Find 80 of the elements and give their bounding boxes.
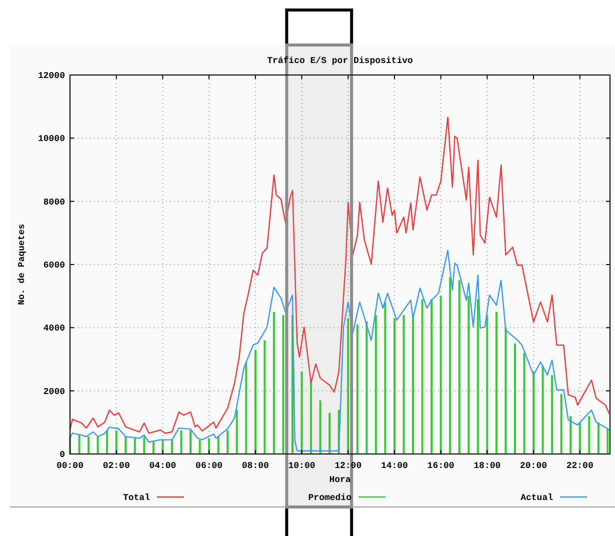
x-tick-label: 14:00	[380, 461, 408, 471]
bar	[356, 324, 358, 454]
x-tick-label: 16:00	[427, 461, 454, 471]
bar	[106, 430, 108, 454]
y-axis-title: No. de Paquetes	[17, 224, 27, 306]
bar	[319, 400, 322, 454]
bar	[523, 352, 526, 454]
bar	[570, 416, 572, 454]
x-tick-label: 20:00	[520, 461, 548, 471]
x-tick-label: 10:00	[288, 461, 316, 471]
bar	[551, 375, 554, 454]
bar	[458, 280, 460, 454]
line-series	[69, 116, 611, 434]
y-tick-label: 6000	[43, 260, 65, 270]
bar	[190, 430, 192, 454]
bar	[476, 299, 479, 454]
bar	[96, 436, 99, 454]
bar	[236, 410, 238, 454]
x-tick-label: 06:00	[196, 461, 223, 471]
bar	[217, 436, 220, 454]
bar	[152, 441, 154, 454]
bar	[449, 277, 452, 454]
bar	[282, 315, 284, 454]
bar	[440, 296, 442, 454]
bar	[170, 440, 173, 454]
line-series	[69, 250, 611, 452]
bar	[180, 430, 182, 454]
bar	[532, 372, 535, 454]
bar	[374, 315, 377, 454]
bar	[504, 328, 507, 454]
x-tick-label: 18:00	[474, 461, 501, 471]
bar	[430, 299, 433, 454]
bar	[88, 436, 90, 454]
bar	[134, 438, 136, 454]
y-tick-label: 12000	[38, 71, 65, 81]
y-tick-label: 4000	[43, 324, 65, 334]
bar	[78, 435, 80, 454]
chart-title: Tráfico E/S por Dispositivo	[267, 56, 413, 66]
y-tick-label: 10000	[38, 134, 65, 144]
bar	[606, 428, 609, 454]
bar	[245, 362, 248, 454]
x-tick-label: 00:00	[56, 461, 84, 471]
bar	[347, 318, 350, 454]
bar	[560, 394, 562, 454]
legend-label: Total	[122, 493, 151, 503]
bar	[588, 416, 590, 454]
bar	[578, 422, 581, 454]
bar	[412, 315, 414, 454]
x-tick-label: 22:00	[566, 461, 594, 471]
y-tick-label: 0	[60, 450, 65, 460]
bar	[143, 436, 146, 454]
bar	[402, 315, 405, 454]
bar	[384, 302, 386, 454]
legend-label: Promedio	[308, 493, 352, 503]
bar	[542, 366, 544, 454]
bar	[226, 430, 229, 454]
y-tick-label: 2000	[43, 386, 65, 397]
x-tick-label: 12:00	[334, 461, 362, 471]
x-axis-title: Hora	[329, 475, 352, 485]
bar	[495, 312, 498, 454]
x-tick-label: 08:00	[242, 461, 269, 471]
bar	[254, 350, 256, 454]
bar	[597, 422, 600, 454]
bar	[272, 312, 275, 454]
bar	[328, 412, 331, 454]
bar	[468, 296, 470, 454]
bar	[421, 299, 424, 454]
y-tick-label: 8000	[43, 197, 65, 208]
bar	[486, 315, 488, 454]
bar	[300, 372, 303, 454]
bar	[310, 378, 312, 454]
x-tick-label: 02:00	[102, 461, 130, 471]
legend-label: Actual	[520, 493, 554, 503]
bar	[124, 436, 127, 454]
bar	[198, 440, 201, 454]
bar	[264, 340, 266, 454]
bar	[514, 343, 516, 454]
bar	[366, 321, 368, 454]
bar	[393, 318, 396, 454]
x-tick-label: 04:00	[149, 461, 176, 471]
